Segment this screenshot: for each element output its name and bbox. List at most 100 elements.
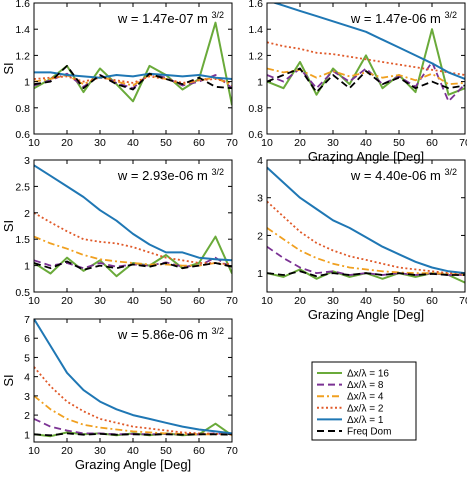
series-line-6 bbox=[267, 270, 465, 278]
x-tick-label: 50 bbox=[393, 295, 405, 307]
y-axis-label: SI bbox=[1, 374, 16, 386]
series-line-2 bbox=[267, 245, 465, 276]
x-tick-label: 30 bbox=[327, 295, 339, 307]
x-tick-label: 40 bbox=[127, 445, 139, 457]
y-tick-label: 2 bbox=[24, 208, 30, 220]
x-tick-label: 70 bbox=[226, 137, 238, 149]
y-tick-label: 0.8 bbox=[248, 103, 263, 115]
panel-title-sup: 3/2 bbox=[444, 10, 457, 20]
y-tick-label: 4 bbox=[24, 372, 30, 384]
y-tick-label: 6 bbox=[24, 333, 30, 345]
series-line-4 bbox=[267, 41, 465, 76]
x-tick-label: 60 bbox=[426, 295, 438, 307]
y-tick-label: 1 bbox=[257, 268, 263, 280]
y-tick-label: 1 bbox=[24, 429, 30, 441]
series-group bbox=[267, 3, 465, 103]
series-line-5 bbox=[34, 71, 232, 80]
series-line-4 bbox=[34, 366, 232, 436]
legend-label: Δx/λ = 2 bbox=[347, 403, 384, 414]
panel-title-sup: 3/2 bbox=[211, 10, 224, 20]
x-tick-label: 10 bbox=[28, 445, 40, 457]
panel-5: 10 20 30 40 50 60 70 1 2 3 4 5 6 7 SI Grazing Angle [De… bbox=[1, 314, 238, 472]
x-tick-label: 40 bbox=[360, 137, 372, 149]
series-group bbox=[34, 164, 232, 278]
x-tick-label: 70 bbox=[226, 445, 238, 457]
y-tick-label: 1.6 bbox=[15, 0, 30, 10]
x-tick-label: 20 bbox=[61, 295, 73, 307]
panel-title-main: w = 2.93e-06 m bbox=[117, 168, 212, 183]
y-tick-label: 1.6 bbox=[248, 0, 263, 10]
x-tick-label: 60 bbox=[426, 137, 438, 149]
x-tick-label: 60 bbox=[193, 137, 205, 149]
y-tick-label: 0.6 bbox=[248, 129, 263, 141]
panel-3: 10 20 30 40 50 60 70 0.5 1 1.5 2 2.5 3 SI w = 2.93e-06… bbox=[1, 155, 238, 307]
x-tick-label: 20 bbox=[61, 445, 73, 457]
x-tick-label: 30 bbox=[94, 445, 106, 457]
x-tick-label: 10 bbox=[261, 295, 273, 307]
panel-title-main: w = 5.86e-06 m bbox=[117, 327, 212, 342]
y-tick-label: 1.2 bbox=[248, 50, 263, 62]
series-line-4 bbox=[267, 200, 465, 275]
series-line-6 bbox=[34, 260, 232, 271]
series-line-6 bbox=[267, 67, 465, 93]
series-line-4 bbox=[34, 75, 232, 84]
y-tick-label: 4 bbox=[257, 155, 263, 167]
series-group bbox=[34, 21, 232, 106]
legend-label: Freq Dom bbox=[347, 427, 391, 438]
y-tick-label: 1 bbox=[257, 77, 263, 89]
y-axis-label: SI bbox=[1, 62, 16, 74]
y-tick-label: 1.5 bbox=[15, 234, 30, 246]
panel-title: w = 5.86e-06 m 3/2 bbox=[117, 326, 224, 342]
x-tick-label: 50 bbox=[160, 295, 172, 307]
legend-label: Δx/λ = 8 bbox=[347, 380, 384, 391]
series-group bbox=[34, 319, 232, 438]
panel-title: w = 1.47e-07 m 3/2 bbox=[117, 10, 224, 26]
series-line-6 bbox=[34, 65, 232, 91]
x-axis-label: Grazing Angle [Deg] bbox=[308, 307, 424, 322]
y-tick-label: 3 bbox=[24, 391, 30, 403]
y-tick-label: 1.4 bbox=[15, 24, 30, 36]
y-axis-label: SI bbox=[1, 220, 16, 232]
panel-title-main: w = 1.47e-06 m bbox=[350, 11, 445, 26]
series-line-6 bbox=[34, 432, 232, 437]
x-tick-label: 70 bbox=[459, 137, 467, 149]
series-line-5 bbox=[34, 164, 232, 262]
y-tick-label: 1 bbox=[24, 77, 30, 89]
x-tick-label: 20 bbox=[294, 295, 306, 307]
panel-title-sup: 3/2 bbox=[444, 167, 457, 177]
x-axis-label: Grazing Angle [Deg] bbox=[75, 457, 191, 472]
y-tick-label: 3 bbox=[24, 155, 30, 167]
x-tick-label: 70 bbox=[226, 295, 238, 307]
y-tick-label: 0.5 bbox=[15, 287, 30, 299]
y-tick-label: 2 bbox=[24, 410, 30, 422]
x-tick-label: 20 bbox=[61, 137, 73, 149]
x-tick-label: 40 bbox=[127, 295, 139, 307]
x-tick-label: 50 bbox=[160, 445, 172, 457]
legend-label: Δx/λ = 16 bbox=[347, 369, 389, 380]
y-tick-label: 5 bbox=[24, 352, 30, 364]
x-tick-label: 10 bbox=[28, 137, 40, 149]
y-tick-label: 0.8 bbox=[15, 103, 30, 115]
x-tick-label: 70 bbox=[459, 295, 467, 307]
y-tick-label: 3 bbox=[257, 193, 263, 205]
series-line-5 bbox=[267, 166, 465, 275]
legend-label: Δx/λ = 1 bbox=[347, 415, 384, 426]
y-tick-label: 1.2 bbox=[15, 50, 30, 62]
panel-title-sup: 3/2 bbox=[211, 326, 224, 336]
y-tick-label: 2.5 bbox=[15, 181, 30, 193]
panel-1: 10 20 30 40 50 60 70 0.6 0.8 1 1.2 1.4 1.6 SI w = 1.47… bbox=[1, 0, 238, 149]
y-tick-label: 0.6 bbox=[15, 129, 30, 141]
y-tick-label: 7 bbox=[24, 314, 30, 326]
x-tick-label: 50 bbox=[160, 137, 172, 149]
x-tick-label: 50 bbox=[393, 137, 405, 149]
series-line-1 bbox=[267, 268, 465, 284]
y-tick-label: 1.4 bbox=[248, 24, 263, 36]
legend-label: Δx/λ = 4 bbox=[347, 392, 384, 403]
legend-box bbox=[311, 361, 417, 441]
panel-title: w = 1.47e-06 m 3/2 bbox=[350, 10, 457, 26]
x-tick-label: 60 bbox=[193, 445, 205, 457]
panel-title: w = 4.40e-06 m 3/2 bbox=[350, 167, 457, 183]
